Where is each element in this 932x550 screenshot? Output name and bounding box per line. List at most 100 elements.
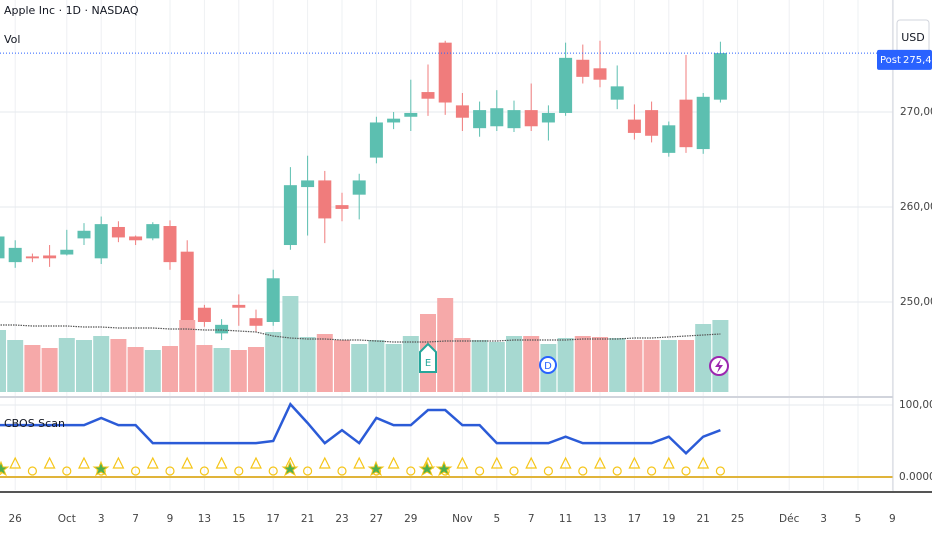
candle-body bbox=[541, 112, 555, 123]
candle-body bbox=[249, 318, 263, 326]
x-tick-label: Oct bbox=[58, 513, 76, 525]
volume-bar bbox=[76, 340, 92, 392]
candle-body bbox=[645, 110, 659, 136]
event-e[interactable]: E bbox=[419, 342, 437, 373]
volume-bar bbox=[162, 346, 178, 392]
x-tick-label: 29 bbox=[404, 513, 417, 525]
candle-body bbox=[627, 119, 641, 133]
signal-triangle bbox=[250, 456, 262, 469]
volume-bar bbox=[385, 344, 402, 392]
signal-triangle bbox=[215, 456, 228, 469]
signal-triangle bbox=[43, 456, 56, 469]
candle-body bbox=[473, 110, 487, 129]
x-tick-label: Nov bbox=[452, 513, 473, 525]
volume-bar bbox=[58, 338, 75, 392]
signal-stars bbox=[0, 460, 453, 477]
signal-circle bbox=[578, 466, 588, 476]
volume-bar bbox=[609, 338, 626, 392]
signal-circle bbox=[681, 466, 691, 476]
volume-bar bbox=[488, 342, 505, 392]
x-tick-label: 21 bbox=[697, 513, 710, 525]
x-tick-label: 17 bbox=[628, 513, 641, 525]
signal-circle bbox=[509, 466, 519, 476]
volume-bar bbox=[557, 338, 574, 392]
candle-body bbox=[369, 122, 383, 158]
volume-bar bbox=[712, 320, 729, 392]
signal-circle bbox=[131, 466, 141, 476]
volume-bar bbox=[196, 345, 213, 392]
x-tick-label: 17 bbox=[267, 513, 280, 525]
dividend-icon[interactable] bbox=[539, 356, 557, 374]
candle-body bbox=[283, 185, 297, 246]
signal-circle bbox=[337, 466, 347, 476]
volume-bar bbox=[471, 340, 488, 392]
signal-triangle bbox=[628, 456, 641, 469]
signal-triangle bbox=[112, 456, 125, 469]
candle-body bbox=[8, 247, 22, 263]
post-label: Post bbox=[880, 55, 901, 66]
signal-triangle bbox=[387, 456, 400, 469]
signal-circle bbox=[612, 466, 622, 476]
post-price: 275,49 bbox=[903, 55, 932, 66]
candle-body bbox=[387, 118, 401, 123]
x-tick-label: Déc bbox=[779, 513, 800, 525]
indicator-label: CBOS Scan bbox=[4, 417, 65, 430]
candle-body bbox=[593, 68, 607, 80]
candle-body bbox=[0, 236, 5, 259]
x-tick-label: 27 bbox=[370, 513, 383, 525]
earnings-icon[interactable] bbox=[419, 342, 437, 373]
x-tick-label: 5 bbox=[855, 513, 862, 525]
candle-body bbox=[490, 108, 504, 127]
event-d[interactable]: D bbox=[539, 356, 557, 374]
y-tick-label: 260,00 bbox=[900, 201, 932, 213]
event-label[interactable]: D bbox=[544, 361, 552, 372]
candle-body bbox=[576, 59, 590, 77]
candle-body bbox=[662, 125, 676, 153]
candle-body bbox=[335, 205, 349, 209]
signal-circle bbox=[303, 466, 313, 476]
signal-triangle bbox=[525, 456, 538, 469]
candle-body bbox=[111, 226, 125, 238]
x-tick-label: 11 bbox=[559, 513, 572, 525]
signal-triangle bbox=[559, 456, 572, 469]
x-tick-label: 13 bbox=[593, 513, 606, 525]
volume-bar bbox=[179, 320, 196, 392]
volume-bar bbox=[0, 330, 6, 392]
currency[interactable]: USD bbox=[901, 31, 925, 44]
x-tick-label: 25 bbox=[731, 513, 744, 525]
event-label[interactable]: E bbox=[425, 358, 431, 369]
candle-body bbox=[421, 92, 435, 99]
volume-bar bbox=[592, 337, 608, 392]
candle-body bbox=[301, 180, 315, 188]
signal-triangle bbox=[318, 456, 331, 469]
signal-triangle bbox=[78, 456, 90, 469]
signal-triangle bbox=[146, 456, 159, 469]
candle-body bbox=[146, 224, 160, 239]
volume-bar bbox=[626, 340, 643, 392]
candle-body bbox=[60, 249, 74, 255]
volume-bar bbox=[368, 340, 385, 392]
signal-triangle bbox=[594, 456, 606, 469]
x-tick-label: 19 bbox=[662, 513, 675, 525]
signal-circle bbox=[406, 466, 416, 476]
x-tick-label: 13 bbox=[198, 513, 211, 525]
candle-body bbox=[232, 304, 246, 308]
signal-circle bbox=[199, 466, 209, 476]
y-tick-label: 270,00 bbox=[900, 106, 932, 118]
candle-body bbox=[559, 57, 573, 113]
star bbox=[281, 460, 299, 477]
volume-bar bbox=[265, 332, 282, 392]
star bbox=[92, 460, 110, 477]
signal-circle bbox=[646, 466, 657, 476]
candle-body bbox=[679, 99, 693, 148]
chart-title: Apple Inc · 1D · NASDAQ bbox=[4, 4, 139, 17]
volume-bar bbox=[213, 348, 230, 392]
x-tick-label: 23 bbox=[335, 513, 348, 525]
x-tick-label: 26 bbox=[9, 513, 23, 525]
volume-label: Vol bbox=[4, 33, 20, 46]
x-tick-label: 21 bbox=[301, 513, 314, 525]
event-split[interactable] bbox=[709, 356, 729, 376]
volume-bar bbox=[127, 347, 144, 392]
